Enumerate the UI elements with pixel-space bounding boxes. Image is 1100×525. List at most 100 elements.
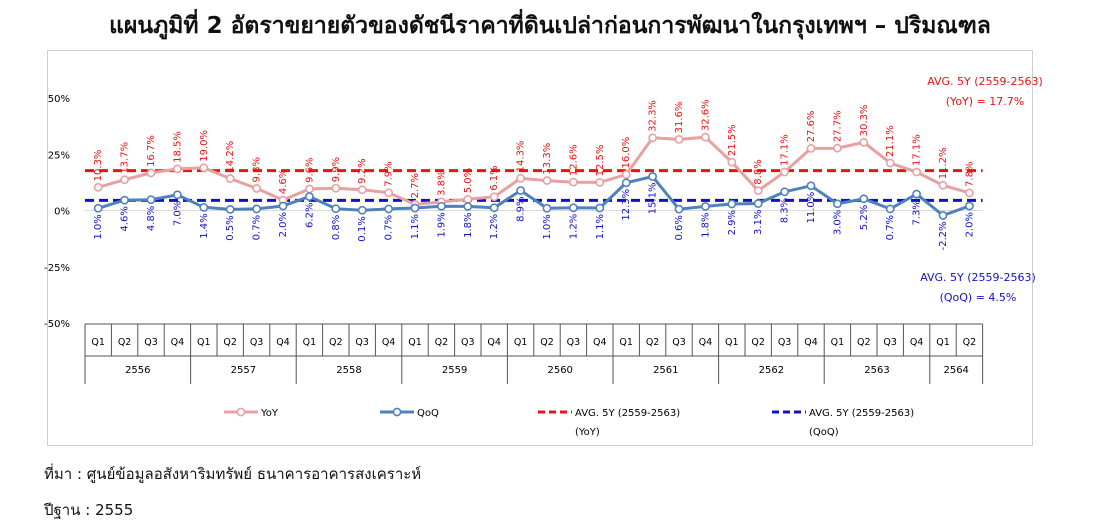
legend-yoy-marker — [236, 407, 246, 417]
legend-qoq-label: QoQ — [417, 408, 439, 419]
yoy-data-label: 4.6% — [278, 169, 289, 194]
yoy-data-label: 32.6% — [700, 99, 711, 131]
quarter-tick-label: Q1 — [936, 337, 950, 348]
yoy-point — [674, 134, 684, 144]
qoq-data-label: 8.3% — [780, 198, 791, 223]
qoq-point — [93, 203, 103, 213]
qoq-data-label: 0.5% — [225, 215, 236, 240]
yoy-data-label: 14.3% — [516, 141, 527, 173]
yoy-data-label: 9.2% — [357, 158, 368, 183]
yoy-data-label: 8.8% — [753, 159, 764, 184]
yoy-point — [701, 132, 710, 142]
qoq-point — [806, 181, 816, 191]
qoq-data-label: 11.0% — [806, 192, 817, 224]
quarter-tick-label: Q1 — [514, 337, 528, 348]
quarter-tick-label: Q2 — [223, 337, 237, 348]
quarter-tick-label: Q1 — [91, 337, 105, 348]
yoy-point — [304, 184, 314, 194]
qoq-data-label: 0.7% — [885, 215, 896, 240]
quarter-tick-label: Q1 — [303, 337, 317, 348]
yoy-data-label: 21.1% — [885, 125, 896, 157]
quarter-tick-label: Q1 — [197, 337, 211, 348]
yoy-point — [172, 164, 182, 174]
year-tick-label: 2564 — [943, 365, 968, 376]
y-tick-label: 0% — [54, 207, 70, 218]
qoq-point — [648, 172, 657, 181]
qoq-point — [885, 204, 895, 214]
qoq-point — [833, 199, 842, 209]
yoy-data-label: 9.6% — [304, 157, 315, 182]
qoq-point — [701, 202, 710, 211]
qoq-data-label: 1.9% — [436, 212, 447, 237]
qoq-data-label: 2.0% — [964, 212, 975, 237]
source-note: ที่มา : ศูนย์ข้อมูลอสังหาริมทรัพย์ ธนาคา… — [44, 465, 422, 483]
y-tick-label: 25% — [48, 150, 70, 161]
qoq-point — [357, 205, 367, 215]
y-tick-label: -25% — [44, 263, 70, 274]
quarter-tick-label: Q2 — [435, 337, 449, 348]
year-tick-label: 2556 — [125, 365, 150, 376]
quarter-tick-label: Q3 — [883, 337, 897, 348]
legend-yoy-label: YoY — [260, 408, 279, 419]
yoy-data-label: 6.1% — [489, 165, 500, 190]
qoq-point — [252, 204, 261, 214]
qoq-data-label: 12.3% — [621, 189, 632, 221]
chart-title: แผนภูมิที่ 2 อัตราขยายตัวของดัชนีราคาที่… — [109, 13, 991, 39]
yoy-point — [595, 177, 605, 187]
quarter-tick-label: Q2 — [118, 337, 132, 348]
yoy-point — [780, 167, 789, 177]
legend-avg-qoq-label: (QoQ) — [809, 427, 839, 438]
qoq-point — [278, 201, 288, 211]
yoy-data-label: 9.8% — [252, 157, 263, 182]
qoq-point — [120, 195, 129, 205]
yoy-point — [648, 133, 657, 143]
yoy-point — [516, 173, 525, 183]
qoq-point — [225, 204, 235, 214]
yoy-point — [463, 194, 473, 204]
quarter-tick-label: Q1 — [831, 337, 845, 348]
yoy-data-label: 32.3% — [648, 100, 659, 132]
y-tick-label: -50% — [44, 319, 70, 330]
qoq-data-label: 4.8% — [146, 206, 157, 231]
yoy-point — [146, 168, 156, 178]
quarter-tick-label: Q4 — [593, 337, 607, 348]
year-tick-label: 2561 — [653, 365, 678, 376]
qoq-point — [674, 204, 684, 214]
yoy-data-label: 11.2% — [938, 148, 949, 180]
yoy-point — [965, 188, 974, 198]
yoy-data-label: 21.5% — [727, 124, 738, 156]
qoq-data-label: 2.9% — [727, 210, 738, 235]
qoq-data-label: 7.3% — [912, 200, 923, 225]
yoy-point — [357, 185, 367, 195]
year-tick-label: 2562 — [759, 365, 784, 376]
yoy-data-label: 18.5% — [172, 131, 183, 163]
legend-avg-yoy-label: (YoY) — [575, 427, 600, 438]
quarter-tick-label: Q3 — [778, 337, 792, 348]
yoy-data-label: 7.9% — [384, 161, 395, 186]
quarter-tick-label: Q4 — [382, 337, 396, 348]
yoy-point — [542, 176, 552, 185]
yoy-point — [912, 167, 921, 177]
quarter-tick-label: Q4 — [910, 337, 924, 348]
qoq-point — [146, 195, 156, 205]
legend-avg-yoy-label: AVG. 5Y (2559-2563) — [575, 408, 680, 419]
year-tick-label: 2558 — [336, 365, 361, 376]
year-tick-label: 2560 — [547, 365, 572, 376]
quarter-tick-label: Q3 — [461, 337, 475, 348]
qoq-data-label: 1.1% — [595, 214, 606, 239]
qoq-point — [965, 201, 974, 211]
yoy-data-label: 27.6% — [806, 111, 817, 143]
yoy-point — [384, 188, 393, 198]
yoy-point — [225, 174, 235, 183]
yoy-point — [806, 143, 816, 153]
quarter-tick-label: Q4 — [171, 337, 185, 348]
qoq-point — [489, 203, 499, 213]
qoq-data-label: 1.2% — [489, 214, 500, 239]
yoy-point — [489, 192, 499, 202]
yoy-data-label: 7.8% — [964, 162, 975, 187]
yoy-data-label: 13.3% — [542, 143, 553, 175]
qoq-point — [331, 204, 341, 214]
qoq-data-label: 7.0% — [172, 201, 183, 226]
yoy-data-label: 9.9% — [331, 157, 342, 182]
